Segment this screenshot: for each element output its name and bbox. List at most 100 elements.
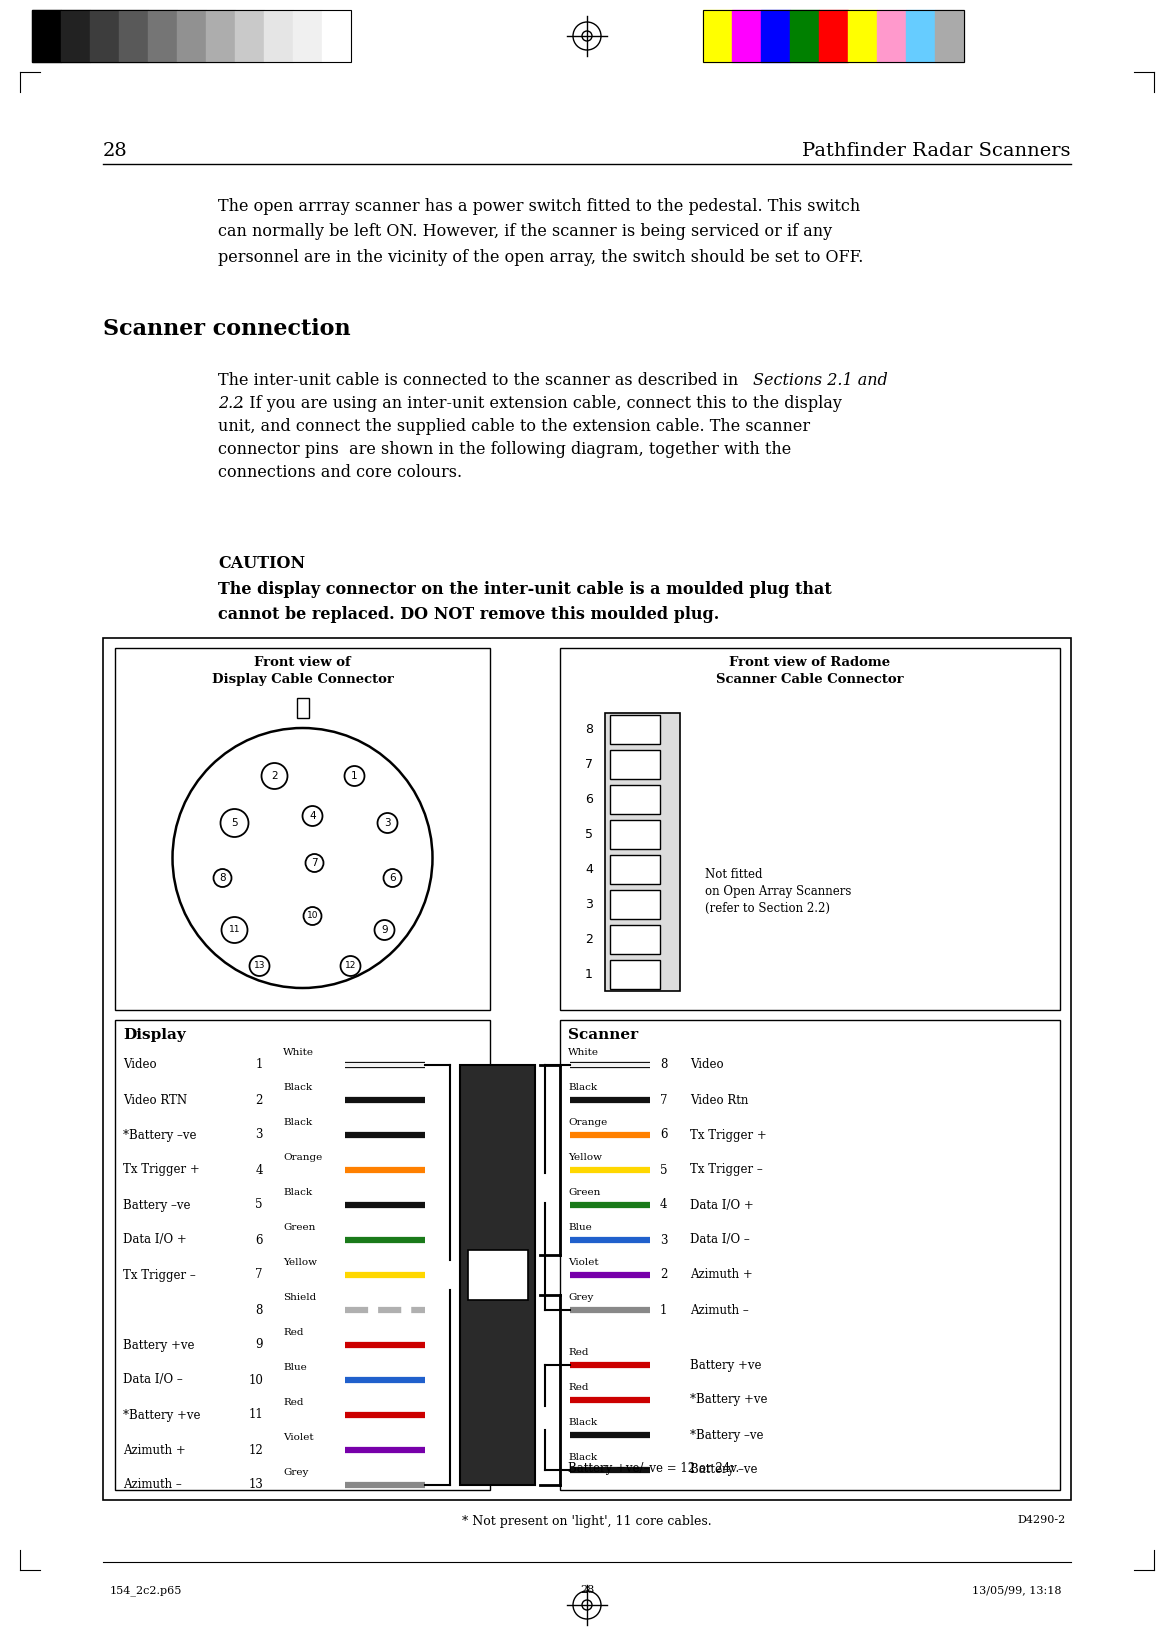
Text: 11: 11 <box>229 925 241 935</box>
Text: Violet: Violet <box>568 1257 599 1267</box>
Text: 3: 3 <box>660 1234 668 1246</box>
Text: *Battery +ve: *Battery +ve <box>123 1408 201 1421</box>
Text: Black: Black <box>283 1188 312 1197</box>
Bar <box>205 10 235 62</box>
Text: Sections 2.1 and: Sections 2.1 and <box>753 372 888 390</box>
Circle shape <box>375 920 394 940</box>
Text: Data I/O +: Data I/O + <box>690 1198 754 1211</box>
Circle shape <box>303 805 323 827</box>
Text: Video: Video <box>690 1059 723 1072</box>
Text: Red: Red <box>283 1328 304 1337</box>
Bar <box>610 959 660 989</box>
Bar <box>294 10 322 62</box>
Bar <box>906 10 935 62</box>
Text: 10: 10 <box>306 912 318 920</box>
Text: Tx Trigger +: Tx Trigger + <box>123 1164 200 1177</box>
Text: Red: Red <box>568 1383 588 1391</box>
Text: 2: 2 <box>585 933 593 946</box>
Text: 28: 28 <box>580 1585 594 1594</box>
Text: Blue: Blue <box>568 1223 592 1233</box>
Text: Black: Black <box>568 1084 598 1092</box>
Bar <box>703 10 964 62</box>
Text: Front view of
Display Cable Connector: Front view of Display Cable Connector <box>211 656 393 686</box>
Text: Scanner connection: Scanner connection <box>103 318 351 340</box>
Bar <box>877 10 906 62</box>
Text: 12: 12 <box>248 1444 263 1457</box>
Text: Pathfinder Radar Scanners: Pathfinder Radar Scanners <box>803 142 1071 160</box>
Text: * Not present on 'light', 11 core cables.: * Not present on 'light', 11 core cables… <box>463 1514 711 1527</box>
Text: Orange: Orange <box>283 1152 322 1162</box>
Text: Display: Display <box>123 1028 185 1043</box>
Text: Black: Black <box>283 1118 312 1126</box>
Circle shape <box>262 763 288 789</box>
Circle shape <box>222 917 248 943</box>
Text: Battery –ve: Battery –ve <box>123 1198 190 1211</box>
Text: 2.2: 2.2 <box>218 395 243 413</box>
Text: 5: 5 <box>231 818 238 828</box>
Circle shape <box>378 814 398 833</box>
Bar <box>610 855 660 884</box>
Text: Green: Green <box>568 1188 600 1197</box>
Text: 28: 28 <box>103 142 128 160</box>
Bar <box>610 786 660 814</box>
Bar <box>90 10 119 62</box>
Bar <box>935 10 964 62</box>
Text: Battery –ve: Battery –ve <box>690 1463 757 1477</box>
Text: Green: Green <box>283 1223 316 1233</box>
Text: CAUTION: CAUTION <box>218 555 305 571</box>
Text: Azimuth +: Azimuth + <box>690 1269 753 1282</box>
Text: *Battery –ve: *Battery –ve <box>690 1429 763 1442</box>
Bar <box>177 10 205 62</box>
Bar <box>733 10 761 62</box>
Bar <box>460 1066 535 1485</box>
Text: connector pins  are shown in the following diagram, together with the: connector pins are shown in the followin… <box>218 440 791 458</box>
Text: 1: 1 <box>585 967 593 981</box>
Circle shape <box>214 869 231 887</box>
Text: Red: Red <box>283 1398 304 1406</box>
Text: Yellow: Yellow <box>283 1257 317 1267</box>
Circle shape <box>221 809 249 837</box>
Bar <box>610 715 660 743</box>
Bar <box>790 10 819 62</box>
Text: Orange: Orange <box>568 1118 607 1126</box>
Bar <box>605 714 680 990</box>
Text: White: White <box>283 1048 313 1058</box>
Text: 7: 7 <box>256 1269 263 1282</box>
Text: Tx Trigger +: Tx Trigger + <box>690 1128 767 1141</box>
Text: 8: 8 <box>256 1303 263 1316</box>
Text: 3: 3 <box>585 899 593 912</box>
Bar <box>61 10 90 62</box>
Text: Grey: Grey <box>568 1293 593 1301</box>
Text: D4290-2: D4290-2 <box>1018 1514 1066 1526</box>
Text: Not fitted
on Open Array Scanners
(refer to Section 2.2): Not fitted on Open Array Scanners (refer… <box>706 868 851 915</box>
Text: 3: 3 <box>384 818 391 828</box>
Text: 1: 1 <box>660 1303 667 1316</box>
Text: 2: 2 <box>271 771 278 781</box>
Bar <box>560 648 1060 1010</box>
Text: Front view of Radome
Scanner Cable Connector: Front view of Radome Scanner Cable Conne… <box>716 656 904 686</box>
Text: 4: 4 <box>309 810 316 822</box>
Bar <box>115 1020 490 1490</box>
Text: Black: Black <box>568 1454 598 1462</box>
Text: 2: 2 <box>256 1094 263 1107</box>
Text: 8: 8 <box>220 873 225 882</box>
Bar <box>297 697 309 719</box>
Bar <box>32 10 351 62</box>
Text: The inter-unit cable is connected to the scanner as described in: The inter-unit cable is connected to the… <box>218 372 743 390</box>
Text: Azimuth –: Azimuth – <box>123 1478 182 1491</box>
Text: . If you are using an inter-unit extension cable, connect this to the display: . If you are using an inter-unit extensi… <box>239 395 842 413</box>
Text: Video: Video <box>123 1059 156 1072</box>
Bar <box>703 10 733 62</box>
Text: 7: 7 <box>585 758 593 771</box>
Text: 8: 8 <box>660 1059 667 1072</box>
Text: 11: 11 <box>248 1408 263 1421</box>
Bar <box>264 10 294 62</box>
Text: unit, and connect the supplied cable to the extension cable. The scanner: unit, and connect the supplied cable to … <box>218 417 810 435</box>
Text: 13: 13 <box>254 961 265 971</box>
Text: Grey: Grey <box>283 1468 309 1477</box>
Text: 13: 13 <box>248 1478 263 1491</box>
Text: Shield: Shield <box>283 1293 316 1301</box>
Bar <box>761 10 790 62</box>
Text: Data I/O +: Data I/O + <box>123 1234 187 1246</box>
Circle shape <box>384 869 402 887</box>
